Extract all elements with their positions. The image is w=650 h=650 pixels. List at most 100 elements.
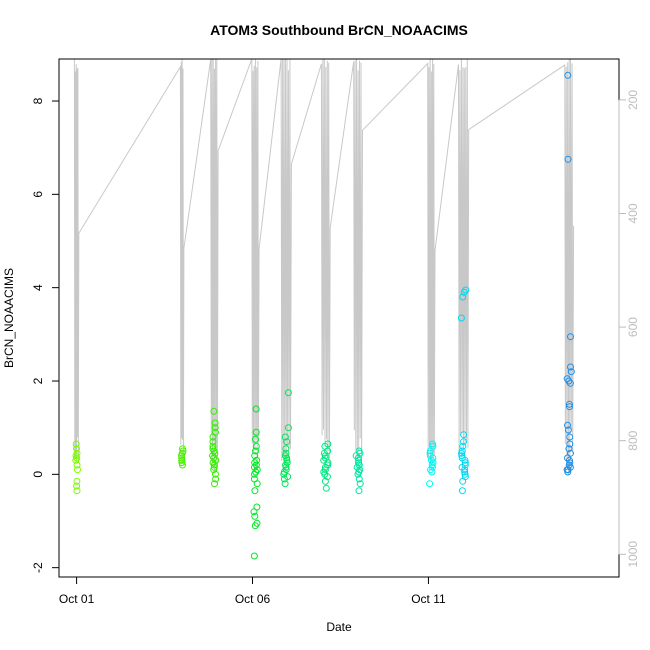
data-point <box>355 487 363 495</box>
data-point <box>209 445 217 453</box>
data-point <box>429 440 436 448</box>
data-point <box>567 449 574 457</box>
data-point <box>567 363 574 371</box>
data-point <box>356 480 364 488</box>
y-tick-label: 8 <box>31 97 45 104</box>
y-tick-label: 4 <box>31 284 45 291</box>
data-point <box>566 433 574 441</box>
x-axis-title: Date <box>326 620 352 634</box>
data-point <box>212 456 220 464</box>
data-point <box>355 459 362 467</box>
data-point <box>460 431 468 439</box>
data-point <box>73 445 80 453</box>
data-point <box>354 454 362 462</box>
data-point <box>210 407 218 415</box>
data-point <box>458 487 466 495</box>
data-point <box>211 428 219 436</box>
data-point <box>251 452 259 460</box>
data-point <box>563 375 571 383</box>
data-point <box>426 480 434 488</box>
plot-frame <box>58 58 620 578</box>
data-point <box>212 470 219 478</box>
data-point <box>355 475 363 483</box>
data-point <box>73 487 81 495</box>
data-point <box>252 442 260 450</box>
data-point <box>458 447 466 455</box>
data-point <box>210 463 218 471</box>
pressure-line <box>73 59 575 475</box>
y2-tick-label: 400 <box>626 203 640 223</box>
data-point <box>209 452 217 460</box>
data-point <box>324 440 332 448</box>
data-point <box>282 466 290 474</box>
data-point <box>461 473 469 481</box>
data-point <box>564 426 572 434</box>
data-point <box>459 293 467 301</box>
data-point <box>426 452 434 460</box>
data-point <box>457 314 465 322</box>
data-point <box>566 403 573 411</box>
data-point <box>211 424 219 432</box>
data-point <box>458 452 466 460</box>
data-point <box>565 400 573 408</box>
data-point <box>209 438 217 446</box>
data-point <box>284 389 292 397</box>
data-point <box>564 71 572 79</box>
data-point <box>252 447 259 455</box>
data-point <box>73 449 81 457</box>
data-point <box>459 442 467 450</box>
data-point <box>282 449 290 457</box>
data-point <box>283 459 291 467</box>
data-point <box>322 484 330 492</box>
data-point <box>250 552 258 560</box>
chart-title: ATOM3 Southbound BrCN_NOAACIMS <box>210 22 468 38</box>
y2-tick-label: 200 <box>626 90 640 110</box>
data-point <box>321 454 329 462</box>
data-point <box>251 487 259 495</box>
data-point <box>564 421 571 429</box>
y2-tick-label: 800 <box>626 430 640 450</box>
data-point <box>178 456 186 464</box>
data-point <box>178 459 186 467</box>
y-axis-title: BrCN_NOAACIMS <box>2 268 16 368</box>
secondary-y-axis: 200 400 600 800 1000 <box>618 90 640 568</box>
data-point <box>251 463 258 471</box>
data-point <box>353 463 361 471</box>
x-tick-label: Oct 06 <box>235 592 271 606</box>
y2-tick-label: 600 <box>626 317 640 337</box>
data-point <box>284 473 292 481</box>
data-point <box>429 463 436 471</box>
data-point <box>178 454 186 462</box>
data-point <box>564 466 572 474</box>
data-point <box>73 477 81 485</box>
data-point <box>566 456 573 464</box>
y-tick-label: 0 <box>31 471 45 478</box>
data-point <box>283 438 291 446</box>
data-point <box>253 456 261 464</box>
data-point <box>72 440 80 448</box>
data-point <box>567 368 575 376</box>
data-point <box>283 456 291 464</box>
y-tick-label: 6 <box>31 191 45 198</box>
data-point <box>281 480 289 488</box>
data-point <box>253 519 261 527</box>
data-point <box>252 428 260 436</box>
data-point <box>426 449 434 457</box>
data-point <box>280 468 288 476</box>
data-point <box>565 445 573 453</box>
x-axis: Oct 01 Oct 06 Oct 11 <box>59 576 446 606</box>
data-point <box>284 424 292 432</box>
data-point <box>324 461 332 469</box>
data-point <box>250 475 258 483</box>
data-point <box>252 405 260 413</box>
data-points <box>72 71 575 560</box>
data-point <box>460 438 467 446</box>
y-tick-label: -2 <box>31 562 45 573</box>
data-point <box>566 440 574 448</box>
data-point <box>355 447 363 455</box>
data-point <box>179 445 186 453</box>
data-point <box>211 480 218 488</box>
data-point <box>73 461 81 469</box>
data-point <box>461 461 469 469</box>
